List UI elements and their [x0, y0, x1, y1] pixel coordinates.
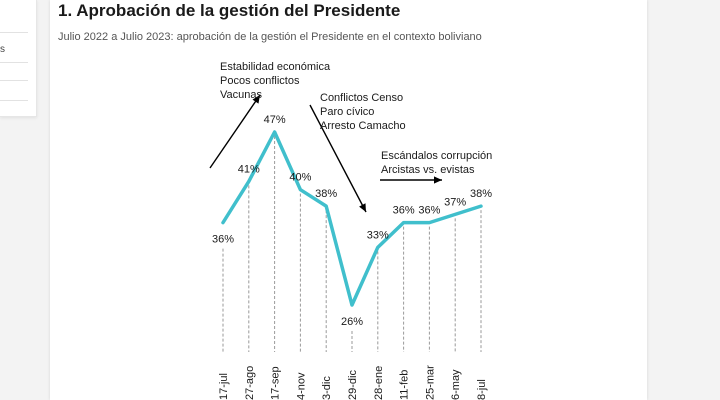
side-panel: s — [0, 0, 37, 117]
data-label: 33% — [367, 229, 389, 241]
annotation-arrowhead — [252, 95, 260, 104]
page-subtitle: Julio 2022 a Julio 2023: aprobación de l… — [58, 31, 482, 43]
annotation-text: Paro cívico — [320, 106, 374, 118]
data-label: 38% — [470, 188, 492, 200]
x-tick-label: 28-ene — [373, 366, 385, 400]
data-label: 37% — [444, 196, 466, 208]
annotation-arrow — [309, 104, 367, 213]
annotation-text: Estabilidad económica — [220, 61, 331, 73]
x-tick-label: 29-dic — [347, 370, 359, 400]
annotation-arrowhead — [359, 203, 366, 212]
annotation-text: Vacunas — [220, 89, 262, 101]
x-tick-label: 27-ago — [244, 366, 256, 400]
annotation-text: Arcistas vs. evistas — [381, 164, 475, 176]
data-label: 36% — [212, 234, 234, 246]
data-label: 26% — [341, 316, 363, 328]
x-tick-label: 25-mar — [424, 365, 436, 400]
side-panel-glyph: s — [0, 44, 5, 55]
x-tick-label: 3-dic — [321, 376, 333, 400]
side-divider — [0, 32, 28, 33]
x-tick-label: 6-may — [450, 369, 462, 400]
annotation-text: Conflictos Censo — [320, 92, 403, 104]
annotation-text: Arresto Camacho — [320, 120, 406, 132]
content-card: 1. Aprobación de la gestión del Presiden… — [50, 0, 647, 400]
x-tick-label: 11-feb — [399, 370, 411, 400]
annotation-arrow — [209, 94, 261, 169]
approval-series-line — [221, 130, 483, 307]
approval-line-chart: 36%41%47%40%38%26%33%36% 36%37%38%17-jul 2… — [209, 61, 492, 400]
annotation-text: Escándalos corrupción — [381, 150, 492, 162]
side-divider — [0, 100, 28, 101]
data-label: 41% — [238, 163, 260, 175]
x-tick-label: 8-jul — [476, 379, 488, 400]
annotation-arrowhead — [434, 176, 442, 184]
x-tick-label: 17-jul — [218, 373, 230, 400]
data-label: 47% — [264, 114, 286, 126]
side-divider — [0, 80, 28, 81]
data-label: 36% — [393, 205, 415, 217]
data-label: 36% — [418, 205, 440, 217]
x-tick-label: 4-nov — [295, 372, 307, 400]
side-divider — [0, 62, 28, 63]
data-label: 40% — [289, 172, 311, 184]
data-label: 38% — [315, 188, 337, 200]
x-tick-label: 17-sep — [270, 366, 282, 400]
annotation-text: Pocos conflictos — [220, 75, 300, 87]
page-title: 1. Aprobación de la gestión del Presiden… — [58, 1, 401, 20]
